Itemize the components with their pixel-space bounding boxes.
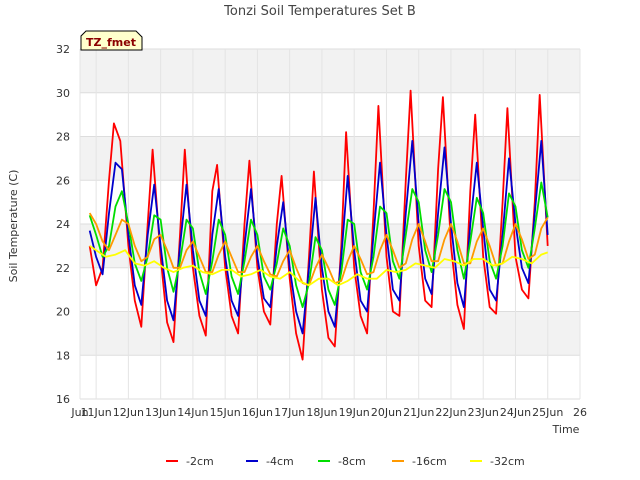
x-tick-label: 18Jun: [306, 406, 337, 419]
y-tick-label: 30: [56, 87, 70, 100]
x-tick-label: 15Jun: [210, 406, 241, 419]
y-tick-label: 16: [56, 393, 70, 406]
legend-item: -32cm: [470, 455, 525, 468]
legend-item: -4cm: [246, 455, 294, 468]
series-line-4cm: [88, 140, 549, 335]
x-tick-label: Jun: [70, 406, 88, 419]
x-tick-label: 25Jun: [532, 406, 563, 419]
y-axis-label: Soil Temperature (C): [7, 170, 20, 283]
x-tick-label: 23Jun: [468, 406, 499, 419]
legend-item: -16cm: [392, 455, 447, 468]
y-tick-label: 32: [56, 43, 70, 56]
plot-band: [80, 136, 580, 181]
series-line-32cm: [89, 245, 548, 287]
x-axis-label: Time: [552, 423, 580, 436]
x-tick-label: 17Jun: [274, 406, 305, 419]
legend-label: -8cm: [338, 455, 366, 468]
y-tick-labels: 16 18 20 22 24 26 28 30 32: [56, 43, 70, 406]
x-tick-label: 14Jun: [177, 406, 208, 419]
x-tick-label: 26: [573, 406, 587, 419]
legend: -2cm -4cm -8cm -16cm -32cm: [166, 455, 525, 468]
series-lines: [88, 89, 549, 361]
legend-item: -8cm: [318, 455, 366, 468]
x-tick-label: 21Jun: [403, 406, 434, 419]
legend-item: -2cm: [166, 455, 214, 468]
x-tick-label: 12Jun: [113, 406, 144, 419]
legend-label: -32cm: [490, 455, 525, 468]
legend-label: -2cm: [186, 455, 214, 468]
x-tick-label: 16Jun: [242, 406, 273, 419]
y-tick-label: 18: [56, 349, 70, 362]
y-tick-label: 24: [56, 218, 70, 231]
tz-fmet-badge: TZ_fmet: [80, 30, 143, 51]
gridlines: [79, 48, 581, 400]
x-tick-label: 24Jun: [500, 406, 531, 419]
y-tick-label: 26: [56, 174, 70, 187]
badge-box: [80, 30, 143, 51]
badge-label: TZ_fmet: [86, 36, 136, 49]
x-tick-label: 22Jun: [435, 406, 466, 419]
plot-band: [80, 311, 580, 356]
y-tick-label: 28: [56, 131, 70, 144]
y-tick-label: 20: [56, 306, 70, 319]
x-tick-label: 11Jun: [81, 406, 112, 419]
series-line-8cm: [88, 181, 549, 308]
legend-label: -16cm: [412, 455, 447, 468]
legend-label: -4cm: [266, 455, 294, 468]
x-tick-label: 19Jun: [339, 406, 370, 419]
chart-title: Tonzi Soil Temperatures Set B: [223, 4, 416, 19]
plot-band: [80, 49, 580, 93]
x-tick-label: 13Jun: [145, 406, 176, 419]
y-tick-label: 22: [56, 262, 70, 275]
x-tick-label: 20Jun: [371, 406, 402, 419]
